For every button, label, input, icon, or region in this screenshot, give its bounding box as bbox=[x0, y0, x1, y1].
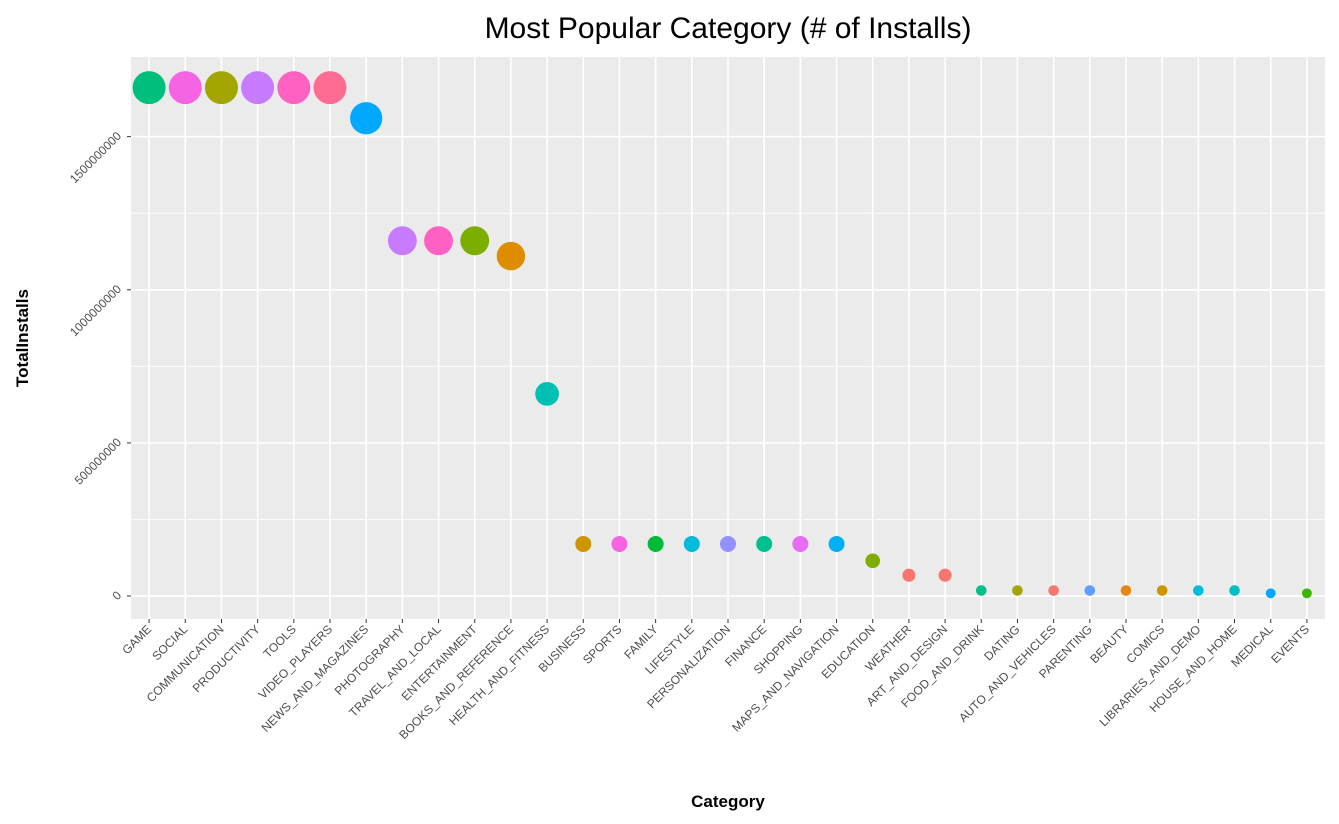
data-point bbox=[1048, 585, 1059, 596]
data-point bbox=[1193, 585, 1204, 596]
data-point bbox=[792, 535, 809, 552]
data-point bbox=[132, 71, 166, 105]
x-tick-label: EVENTS bbox=[1268, 622, 1312, 666]
x-tick-label: SPORTS bbox=[580, 622, 625, 667]
data-point bbox=[204, 71, 238, 105]
data-point bbox=[1265, 588, 1276, 599]
data-point bbox=[683, 535, 700, 552]
data-point bbox=[828, 535, 845, 552]
data-point bbox=[1229, 585, 1240, 596]
y-tick-label: 1000000000 bbox=[67, 282, 124, 339]
y-tick-label: 500000000 bbox=[72, 435, 125, 488]
data-point bbox=[938, 568, 952, 582]
y-tick-label: 1500000000 bbox=[67, 129, 124, 186]
data-point bbox=[1156, 585, 1168, 596]
data-point bbox=[1084, 585, 1096, 596]
data-point bbox=[865, 553, 881, 569]
x-tick-label: BEAUTY bbox=[1087, 622, 1131, 666]
major-gridlines bbox=[131, 57, 1325, 619]
y-axis-ticks: 0 500000000 1000000000 1500000000 bbox=[67, 129, 131, 603]
chart-title: Most Popular Category (# of Installs) bbox=[485, 12, 972, 45]
data-point bbox=[611, 535, 628, 552]
data-point bbox=[902, 568, 916, 582]
data-point bbox=[975, 585, 987, 596]
data-point bbox=[350, 102, 383, 135]
data-point bbox=[496, 241, 526, 271]
data-point bbox=[1301, 588, 1312, 599]
data-point bbox=[460, 226, 490, 256]
data-point bbox=[387, 226, 417, 256]
data-point bbox=[313, 71, 347, 105]
data-points bbox=[132, 71, 1312, 599]
data-point bbox=[277, 71, 311, 105]
y-axis-title: TotalInstalls bbox=[13, 289, 32, 387]
data-point bbox=[756, 535, 773, 552]
x-tick-label: GAME bbox=[119, 622, 154, 657]
data-point bbox=[424, 226, 453, 256]
data-point bbox=[241, 71, 275, 105]
data-point bbox=[575, 535, 592, 552]
data-point bbox=[168, 71, 202, 105]
data-point bbox=[647, 535, 664, 552]
x-tick-label: PRODUCTIVITY bbox=[190, 622, 263, 695]
data-point bbox=[1012, 585, 1023, 596]
data-point bbox=[535, 382, 559, 406]
data-point bbox=[1120, 585, 1132, 596]
x-axis-title: Category bbox=[691, 792, 765, 811]
data-point bbox=[719, 535, 737, 552]
x-axis-ticks: GAMESOCIALCOMMUNICATIONPRODUCTIVITYTOOLS… bbox=[119, 619, 1312, 742]
y-tick-label: 0 bbox=[109, 588, 124, 603]
